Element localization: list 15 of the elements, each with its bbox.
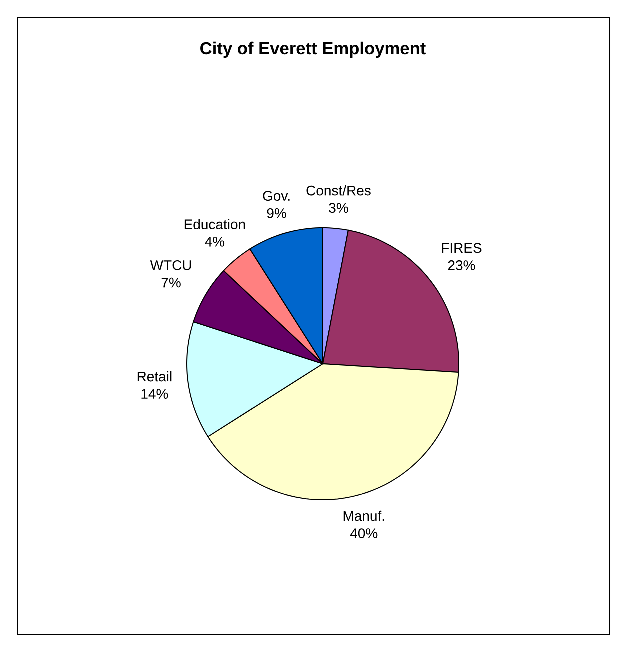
chart-title: City of Everett Employment [200, 42, 426, 58]
data-label: 4% [205, 237, 225, 247]
slice-label: WTCU [150, 260, 192, 270]
data-label: 14% [142, 389, 168, 399]
data-label: 40% [350, 528, 378, 538]
slice-label: Const/Res [306, 185, 371, 196]
slice-label: FIRES [442, 243, 482, 254]
data-label: 3% [329, 203, 348, 214]
data-label: 7% [162, 278, 181, 288]
slice-label: Retail [138, 371, 172, 382]
data-label: 9% [267, 208, 286, 218]
slice-label: Gov. [263, 191, 290, 202]
data-label: 23% [448, 260, 476, 270]
slice-label: Education [184, 219, 246, 230]
slice-label: Manuf. [344, 510, 384, 522]
